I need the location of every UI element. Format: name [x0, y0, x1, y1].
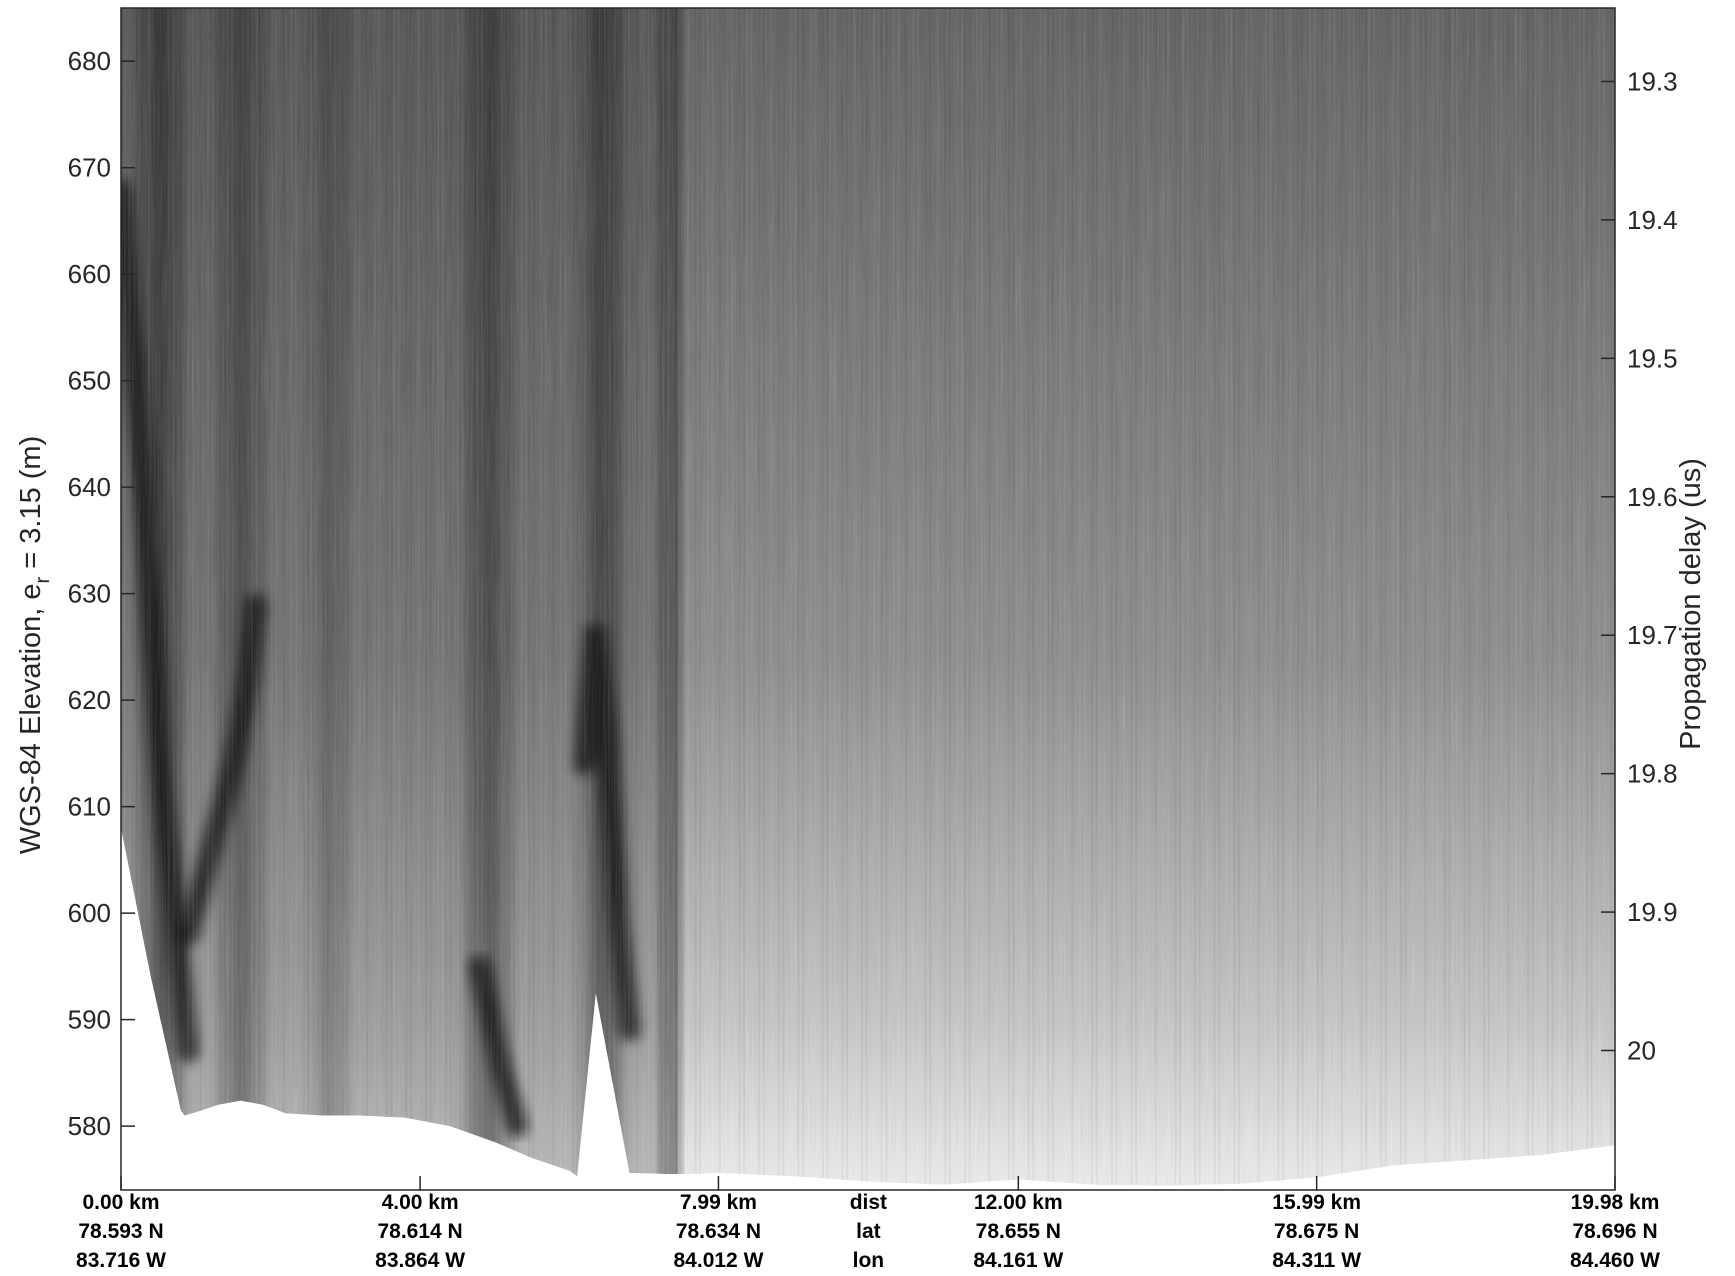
- left-tick-label: 660: [68, 259, 111, 289]
- left-tick-label: 590: [68, 1005, 111, 1035]
- bottom-lat-label: 78.634 N: [676, 1220, 761, 1243]
- right-axis-title: Propagation delay (us): [1675, 458, 1707, 750]
- bottom-lat-label: 78.675 N: [1274, 1220, 1359, 1243]
- radar-image-clipped: [121, 8, 1615, 1186]
- left-tick-label: 640: [68, 472, 111, 502]
- left-tick-label: 650: [68, 366, 111, 396]
- bottom-lat-label: 78.655 N: [976, 1220, 1061, 1243]
- bottom-dist-label: 19.98 km: [1571, 1191, 1660, 1214]
- bottom-lon-label: 84.161 W: [973, 1249, 1063, 1272]
- bottom-lon-label: 84.311 W: [1272, 1249, 1361, 1272]
- bottom-dist-label: 0.00 km: [82, 1191, 159, 1214]
- left-tick-label: 580: [68, 1111, 111, 1141]
- bottom-lon-label: 83.716 W: [76, 1249, 166, 1272]
- right-tick-label: 19.3: [1627, 66, 1678, 96]
- bottom-lat-label: 78.696 N: [1572, 1220, 1657, 1243]
- right-tick-label: 19.8: [1627, 759, 1678, 789]
- left-axis-title-sub: r: [32, 576, 54, 583]
- plot-frame: [120, 7, 1616, 1191]
- right-tick-label: 19.5: [1627, 343, 1678, 373]
- right-axis-ticks: 19.3 19.4 19.5 19.6 19.7 19.8 19.9 20: [1601, 66, 1678, 1066]
- bottom-axis-ticks: 0.00 km 78.593 N 83.716 W 4.00 km 78.614 N 83…: [76, 1176, 1660, 1272]
- bottom-dist-label: 12.00 km: [974, 1191, 1063, 1214]
- right-tick-label: 20: [1627, 1036, 1656, 1066]
- left-tick-label: 610: [68, 792, 111, 822]
- bottom-row-name: dist: [850, 1191, 887, 1214]
- bottom-lon-label: 84.012 W: [674, 1249, 764, 1272]
- bottom-dist-label: 15.99 km: [1272, 1191, 1361, 1214]
- right-tick-label: 19.9: [1627, 897, 1678, 927]
- left-axis-ticks: 580 590 600 610 620 630 640 650 660 670 680: [68, 46, 135, 1141]
- left-tick-label: 630: [68, 579, 111, 609]
- radar-image: [121, 8, 1615, 1186]
- svg-text:WGS-84 Elevation, er = 3.15 (m: WGS-84 Elevation, er = 3.15 (m): [15, 436, 54, 855]
- bottom-lon-label: 83.864 W: [375, 1249, 465, 1272]
- right-tick-label: 19.7: [1627, 620, 1678, 650]
- right-axis-title-text: Propagation delay (us): [1675, 458, 1707, 750]
- bottom-lat-label: 78.614 N: [377, 1220, 462, 1243]
- left-tick-label: 600: [68, 898, 111, 928]
- bottom-lat-label: 78.593 N: [78, 1220, 163, 1243]
- left-axis-title-main: WGS-84 Elevation, e: [15, 583, 47, 854]
- bottom-dist-label: 7.99 km: [680, 1191, 757, 1214]
- radar-grain: [121, 8, 1615, 1186]
- left-tick-label: 620: [68, 685, 111, 715]
- left-axis-title: WGS-84 Elevation, er = 3.15 (m): [15, 436, 54, 855]
- bottom-dist-label: 4.00 km: [382, 1191, 459, 1214]
- bottom-row-name: lon: [853, 1249, 885, 1272]
- plot-border: [120, 7, 1616, 1191]
- bottom-row-name: lat: [856, 1220, 881, 1243]
- right-tick-label: 19.4: [1627, 205, 1678, 235]
- left-axis-title-tail: = 3.15 (m): [15, 436, 47, 577]
- left-tick-label: 670: [68, 153, 111, 183]
- bottom-lon-label: 84.460 W: [1570, 1249, 1660, 1272]
- right-tick-label: 19.6: [1627, 482, 1678, 512]
- left-tick-label: 680: [68, 46, 111, 76]
